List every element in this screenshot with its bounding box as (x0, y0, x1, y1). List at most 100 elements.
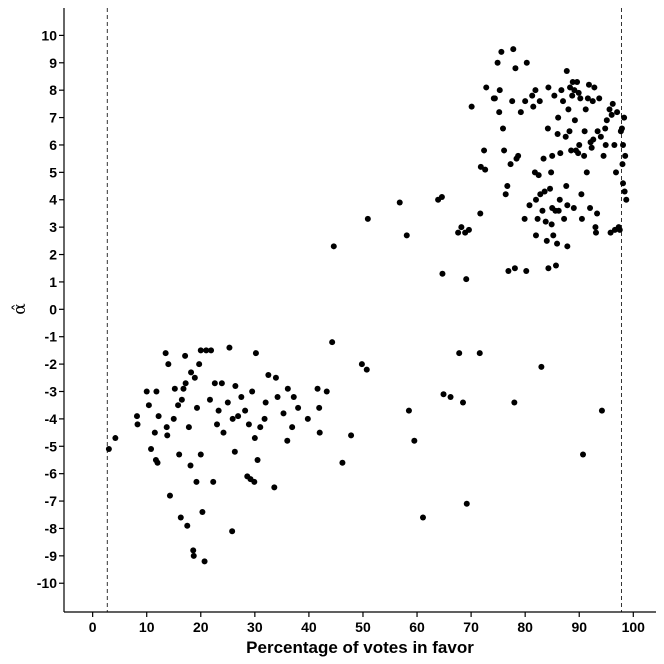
data-point (363, 366, 370, 373)
data-point (295, 404, 302, 411)
data-point (455, 229, 462, 236)
data-point (226, 344, 233, 351)
y-tick-label: 0 (49, 301, 57, 317)
data-point (598, 407, 605, 414)
y-tick-label: 4 (49, 192, 57, 208)
data-point (507, 161, 514, 168)
data-point (498, 48, 505, 55)
data-point (555, 207, 562, 214)
data-point (329, 339, 336, 346)
data-point (238, 393, 245, 400)
data-point (556, 196, 563, 203)
data-point (548, 221, 555, 228)
data-point (609, 100, 616, 107)
data-point (154, 459, 161, 466)
data-point (594, 128, 601, 135)
data-point (529, 92, 536, 99)
data-point (523, 59, 530, 66)
data-point (143, 388, 150, 395)
data-point (245, 421, 252, 428)
data-point (164, 432, 171, 439)
data-point (188, 369, 195, 376)
data-point (612, 169, 619, 176)
data-point (536, 98, 543, 105)
data-point (578, 191, 585, 198)
data-point (496, 109, 503, 116)
data-point (477, 210, 484, 217)
data-points (105, 46, 630, 565)
data-point (532, 87, 539, 94)
data-point (396, 199, 403, 206)
data-point (623, 196, 630, 203)
y-tick-label: 7 (49, 110, 57, 126)
data-point (588, 144, 595, 151)
data-point (257, 424, 264, 431)
data-point (155, 413, 162, 420)
data-point (280, 410, 287, 417)
data-point (622, 152, 629, 159)
data-point (491, 95, 498, 102)
data-point (511, 399, 518, 406)
reference-lines (106, 8, 622, 612)
data-point (567, 84, 574, 91)
data-point (563, 68, 570, 75)
data-point (602, 141, 609, 148)
data-point (504, 183, 511, 190)
data-point (403, 232, 410, 239)
data-point (339, 459, 346, 466)
data-point (458, 224, 465, 231)
data-point (175, 402, 182, 409)
y-axis-title: α̂ (10, 303, 30, 315)
data-point (565, 106, 572, 113)
data-point (569, 78, 576, 85)
data-point (537, 191, 544, 198)
data-point (203, 347, 210, 354)
data-point (197, 347, 204, 354)
data-point (532, 232, 539, 239)
data-point (534, 215, 541, 222)
data-point (190, 552, 197, 559)
data-point (564, 202, 571, 209)
data-point (594, 210, 601, 217)
data-point (611, 141, 618, 148)
x-tick-label: 10 (139, 619, 155, 635)
data-point (538, 363, 545, 370)
data-point (274, 393, 281, 400)
y-tick-label: 9 (49, 55, 57, 71)
data-point (170, 415, 177, 422)
data-point (494, 59, 501, 66)
data-point (440, 391, 447, 398)
data-point (619, 161, 626, 168)
data-point (447, 393, 454, 400)
data-point (231, 448, 238, 455)
data-point (563, 183, 570, 190)
data-point (166, 492, 173, 499)
data-point (176, 451, 183, 458)
data-point (304, 415, 311, 422)
data-point (621, 188, 628, 195)
data-point (554, 240, 561, 247)
data-point (548, 169, 555, 176)
data-point (584, 95, 591, 102)
data-point (575, 89, 582, 96)
data-point (153, 388, 160, 395)
data-point (463, 500, 470, 507)
y-tick-label: 10 (41, 27, 57, 43)
data-point (261, 415, 268, 422)
data-point (184, 522, 191, 529)
y-tick-label: 6 (49, 137, 57, 153)
data-point (614, 109, 621, 116)
y-tick-label: 2 (49, 247, 57, 263)
data-point (468, 103, 475, 110)
data-point (566, 128, 573, 135)
data-point (314, 385, 321, 392)
data-point (199, 509, 206, 516)
x-tick-label: 80 (517, 619, 533, 635)
y-tick-label: -2 (45, 356, 58, 372)
x-tick-label: 90 (571, 619, 587, 635)
data-point (215, 407, 222, 414)
data-point (570, 204, 577, 211)
y-tick-label: -3 (45, 383, 58, 399)
data-point (502, 191, 509, 198)
